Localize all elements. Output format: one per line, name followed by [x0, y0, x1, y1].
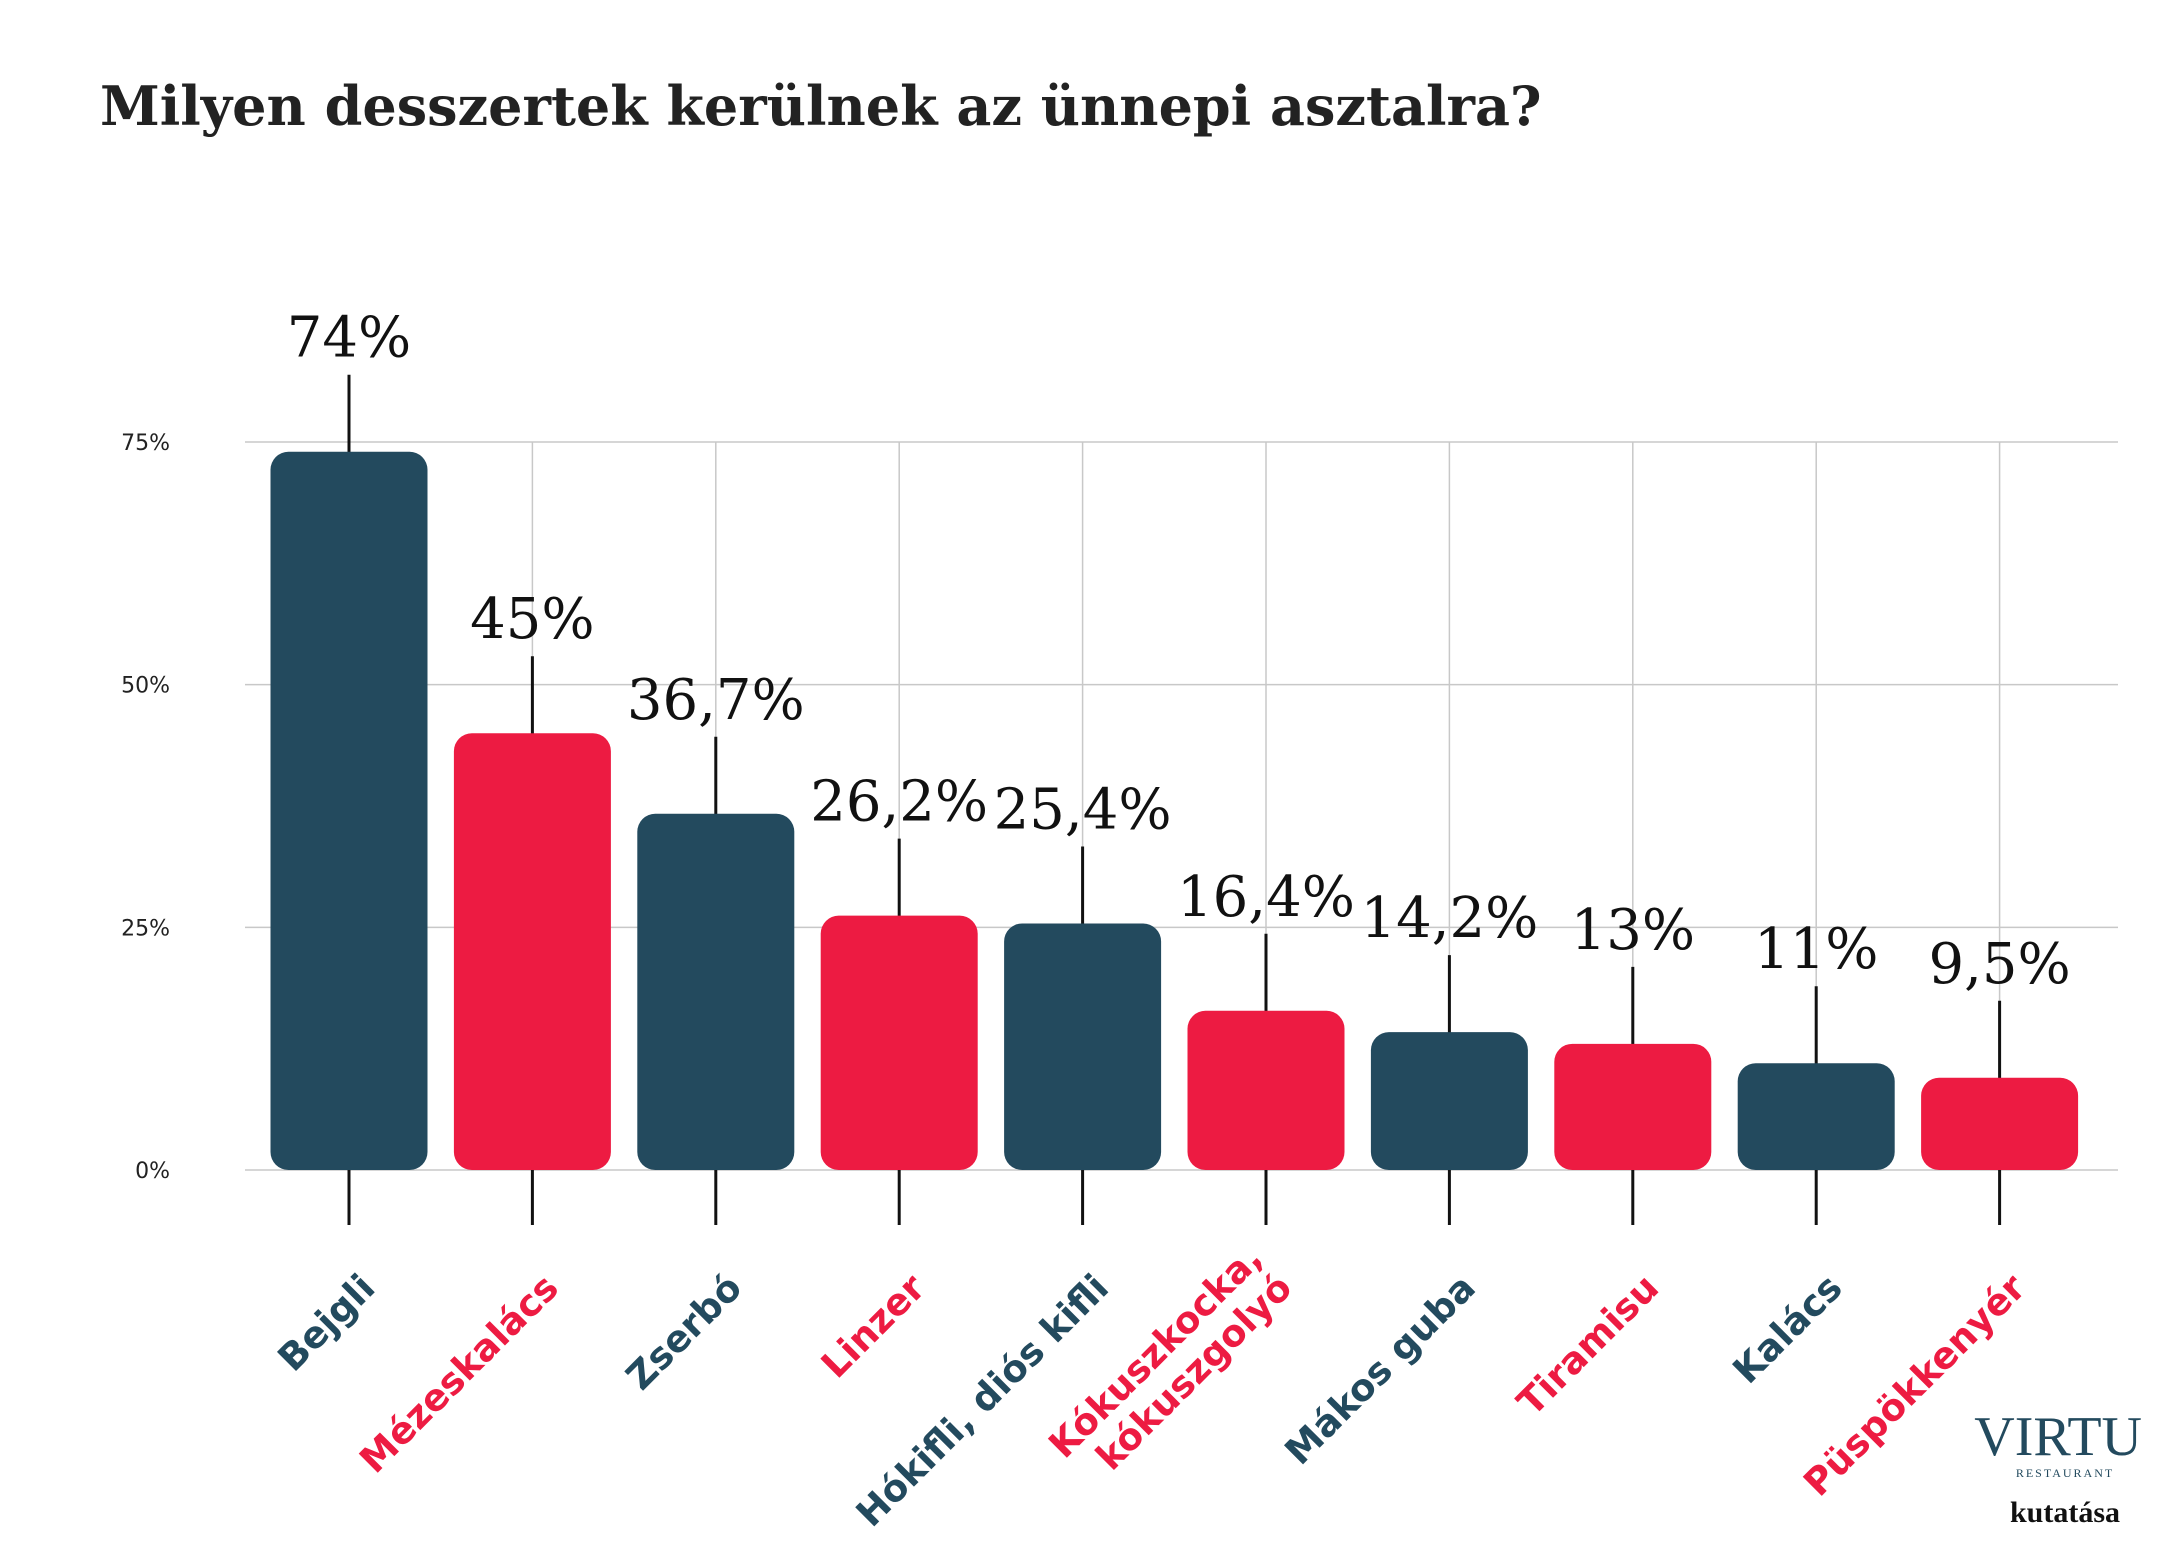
value-label: 11% — [1754, 917, 1878, 982]
x-tick-label: Linzer — [813, 1265, 934, 1386]
y-tick-label: 25% — [121, 916, 170, 941]
logo-name: VIRTU — [1974, 1406, 2142, 1468]
x-tick-label: Bejgli — [270, 1266, 384, 1380]
x-tick-label: Kalács — [1725, 1266, 1851, 1392]
x-tick-line: Linzer — [813, 1265, 934, 1386]
value-label: 26,2% — [810, 770, 988, 835]
y-tick-label: 50% — [121, 674, 170, 699]
bar — [1187, 1010, 1345, 1170]
value-label: 45% — [470, 587, 594, 652]
bar — [1554, 1043, 1712, 1170]
value-label: 74% — [287, 306, 411, 371]
bar — [1004, 923, 1162, 1170]
value-label: 13% — [1571, 898, 1695, 963]
value-label: 14,2% — [1360, 886, 1538, 951]
bar — [1737, 1063, 1895, 1170]
bar — [1921, 1077, 2079, 1170]
x-tick-label: Mákos guba — [1277, 1266, 1484, 1473]
x-tick-line: Mézeskalács — [351, 1266, 566, 1481]
value-label: 25,4% — [994, 777, 1172, 842]
x-tick-label: Zserbó — [618, 1266, 750, 1398]
value-label: 16,4% — [1177, 865, 1355, 930]
bar — [453, 733, 611, 1170]
bar — [1370, 1032, 1528, 1170]
bar — [820, 915, 978, 1170]
x-tick-line: Zserbó — [618, 1266, 750, 1398]
x-tick-label: Tiramisu — [1509, 1266, 1667, 1424]
x-tick-line: Bejgli — [270, 1266, 384, 1380]
value-label: 36,7% — [627, 668, 805, 733]
x-tick-line: Kalács — [1725, 1266, 1851, 1392]
bar — [637, 813, 795, 1170]
y-tick-label: 0% — [135, 1159, 170, 1184]
chart-title: Milyen desszertek kerülnek az ünnepi asz… — [100, 74, 1542, 138]
bar — [270, 451, 428, 1170]
x-tick-label: Mézeskalács — [351, 1266, 566, 1481]
y-tick-label: 75% — [121, 431, 170, 456]
logo-sub: RESTAURANT — [2016, 1466, 2114, 1480]
value-label: 9,5% — [1928, 932, 2070, 997]
logo-caption: kutatása — [2010, 1496, 2120, 1529]
x-tick-line: Tiramisu — [1509, 1266, 1667, 1424]
x-tick-line: Mákos guba — [1277, 1266, 1484, 1473]
